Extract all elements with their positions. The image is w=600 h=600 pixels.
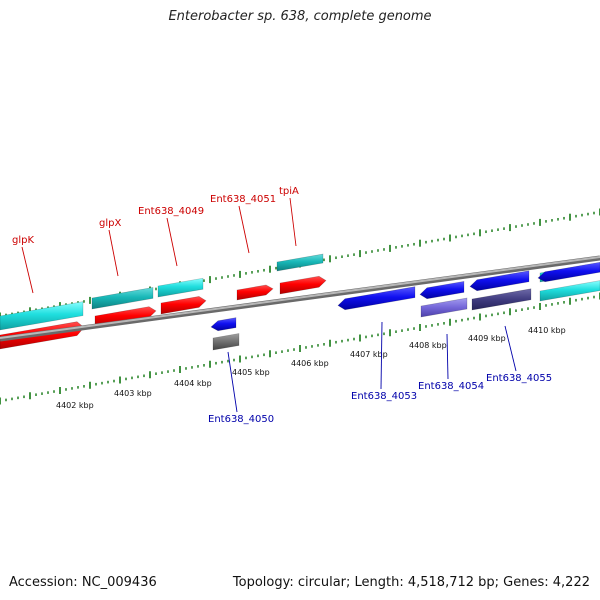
gene-feature: [419, 281, 465, 300]
gene-label-leader: [504, 325, 517, 372]
kbp-label: 4403 kbp: [114, 389, 152, 398]
gene-feature: [236, 284, 274, 301]
gene-feature: [91, 287, 154, 310]
gene-label-bottom: Ent638_4053: [351, 391, 417, 402]
gene-label-top: Ent638_4051: [210, 194, 276, 205]
gene-label-leader: [227, 351, 238, 413]
gene-label-top: glpX: [99, 218, 121, 229]
gene-features: [0, 253, 600, 351]
gene-label-leader: [238, 205, 250, 254]
genome-backbone: [0, 255, 600, 342]
backbone-strand-inner: [0, 256, 600, 339]
gene-feature: [210, 317, 237, 332]
gene-feature: [276, 253, 324, 272]
gene-label-bottom: Ent638_4055: [486, 373, 552, 384]
kbp-label: 4409 kbp: [468, 334, 506, 343]
gene-feature: [337, 286, 416, 311]
gene-label-top: tpiA: [279, 186, 299, 197]
kbp-label: 4404 kbp: [174, 379, 212, 388]
kbp-label: 4407 kbp: [350, 350, 388, 359]
gene-label-top: glpK: [12, 235, 34, 246]
accession-text: Accession: NC_009436: [9, 575, 157, 590]
gene-feature: [160, 296, 207, 315]
gene-label-bottom: Ent638_4050: [208, 414, 274, 425]
gene-feature: [471, 288, 532, 311]
gene-label-leader: [108, 229, 119, 277]
gene-label-leader: [166, 217, 178, 267]
gene-label-leader: [21, 246, 34, 294]
gene-feature: [539, 280, 600, 302]
gene-feature: [212, 333, 240, 351]
gene-feature: [279, 275, 327, 295]
gene-feature: [537, 261, 600, 283]
gene-feature: [157, 277, 204, 298]
kbp-label: 4410 kbp: [528, 326, 566, 335]
topology-text: Topology: circular; Length: 4,518,712 bp…: [232, 575, 590, 590]
gene-feature: [420, 297, 468, 318]
gene-label-leader: [446, 333, 449, 380]
gene-label-leader: [289, 197, 297, 247]
gene-label-bottom: Ent638_4054: [418, 381, 484, 392]
gene-feature: [469, 270, 530, 292]
gene-label-leader: [380, 321, 383, 390]
gene-label-top: Ent638_4049: [138, 206, 204, 217]
gene-feature: [0, 301, 84, 331]
kbp-label: 4405 kbp: [232, 368, 270, 377]
gene-label-leaders: [21, 197, 517, 413]
kbp-label: 4402 kbp: [56, 401, 94, 410]
ruler-bottom: [0, 292, 600, 405]
kbp-label: 4406 kbp: [291, 359, 329, 368]
kbp-labels: 4402 kbp 4403 kbp 4404 kbp 4405 kbp 4406 kbp…: [56, 326, 566, 410]
map-title: Enterobacter sp. 638, complete genome: [168, 9, 432, 24]
kbp-label: 4408 kbp: [409, 341, 447, 350]
